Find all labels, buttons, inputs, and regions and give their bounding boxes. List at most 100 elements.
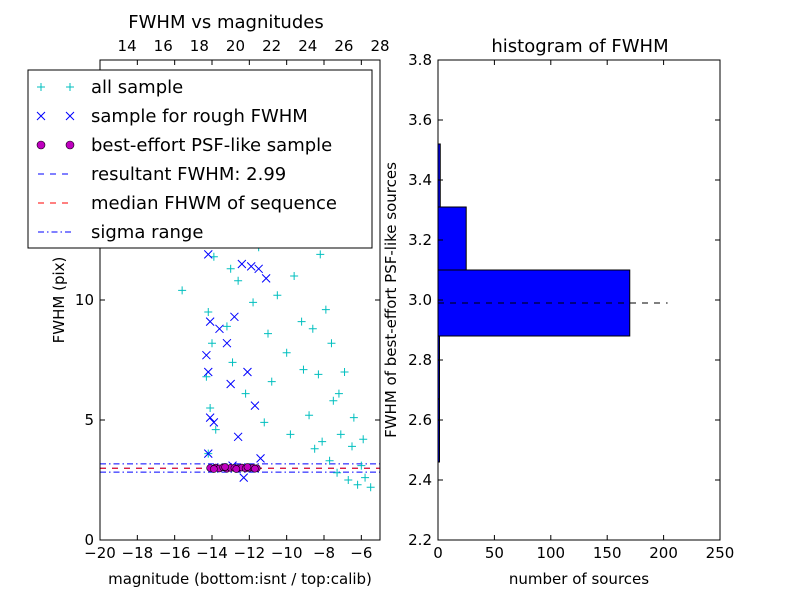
histogram-x-tick-label: 100	[536, 544, 565, 562]
series-1-point-11	[233, 432, 243, 442]
series-1-point-7	[203, 449, 213, 458]
scatter-top-x-ticks: 14 16 18 20 22 24 26 28	[118, 37, 390, 55]
scatter-reference-lines	[100, 463, 380, 473]
histogram-y-tick-label: 2.2	[408, 531, 432, 549]
series-0-point-36	[333, 468, 342, 477]
series-1-point-4	[203, 367, 213, 377]
legend-entry: median FHWM of sequence	[38, 193, 337, 214]
legend-entries: all sample sample for rough FWHM best-effo…	[36, 77, 337, 243]
series-0-point-53	[316, 250, 325, 259]
scatter-y-tick-label: 10	[75, 291, 94, 309]
series-0-point-35	[329, 396, 338, 405]
series-1-point-6	[209, 418, 219, 427]
series-0-point-18	[264, 329, 272, 338]
series-1-point-1	[203, 250, 213, 259]
series-0-point-17	[260, 418, 269, 427]
legend-label: sample for rough FWHM	[91, 106, 308, 127]
legend-entry: resultant FWHM: 2.99	[38, 164, 286, 185]
scatter-title: FWHM vs magnitudes	[128, 12, 323, 33]
series-0-point-4	[204, 308, 213, 316]
histogram-y-ticks: 2.2 2.4 2.6 2.8 3.0 3.2 3.4 3.6 3.8	[408, 51, 720, 549]
series-0-point-43	[361, 473, 370, 482]
series-0-point-0	[178, 286, 187, 295]
series-0-point-31	[314, 370, 323, 379]
series-0-point-41	[353, 480, 362, 489]
series-0-point-26	[297, 317, 306, 326]
scatter-top-x-tick-label: 16	[154, 37, 173, 55]
legend-label: best-effort PSF-like sample	[91, 135, 332, 156]
series-1-point-15	[261, 274, 271, 283]
series-1-point-2	[205, 317, 215, 326]
histogram-y-tick-label: 2.4	[408, 471, 432, 489]
series-0-point-38	[340, 368, 349, 376]
scatter-top-x-tick-label: 20	[226, 37, 245, 55]
series-1-point-13	[246, 262, 256, 271]
series-1-point-21	[230, 312, 239, 322]
series-1-point-8	[215, 324, 224, 334]
histogram-y-tick-label: 3.0	[408, 291, 432, 309]
series-0-point-58	[308, 324, 317, 333]
series-0-point-42	[357, 461, 366, 470]
scatter-top-x-tick-label: 26	[334, 37, 353, 55]
scatter-x-label: magnitude (bottom:isnt / top:calib)	[108, 570, 372, 588]
histogram-bar-3	[437, 206, 467, 271]
series-1-point-19	[250, 401, 260, 410]
legend-plus-marker	[66, 83, 74, 91]
legend-entry: best-effort PSF-like sample	[36, 135, 332, 156]
scatter-top-x-tick-label: 18	[190, 37, 209, 55]
legend-entry: sigma range	[38, 222, 203, 243]
scatter-x-tick-label: −16	[159, 544, 191, 562]
series-0-point-5	[208, 339, 216, 348]
scatter-panel: FWHM vs magnitudes −20 −18 −16 −14 −12 −10 −8−…	[27, 12, 390, 588]
series-1-point-14	[254, 264, 264, 274]
series-0-point-11	[222, 322, 231, 331]
legend-x-marker	[65, 111, 75, 121]
series-1-point-10	[226, 379, 236, 389]
series-2-point-13	[210, 465, 218, 473]
scatter-y-tick-label: 0	[84, 531, 94, 549]
series-0-point-22	[282, 348, 291, 357]
series-1-point-20	[256, 454, 265, 463]
series-0-point-30	[310, 444, 319, 453]
series-0-point-32	[318, 437, 327, 446]
scatter-x-tick-label: −6	[350, 544, 372, 562]
series-0-point-14	[241, 389, 250, 398]
scatter-y-label: FWHM (pix)	[50, 257, 68, 344]
scatter-top-x-tick-label: 24	[298, 37, 317, 55]
series-0-point-23	[286, 430, 295, 439]
legend-entry: all sample	[37, 77, 183, 98]
series-0-point-7	[206, 404, 215, 412]
series-0-point-15	[249, 298, 258, 307]
histogram-y-label: FWHM of best-effort PSF-like sources	[382, 162, 400, 438]
histogram-x-tick-label: 250	[706, 544, 735, 562]
series-0-point-37	[336, 430, 345, 439]
series-1-point-12	[243, 367, 252, 377]
series-0-point-57	[359, 435, 368, 444]
histogram-y-tick-label: 2.6	[408, 411, 432, 429]
scatter-plot-area	[100, 70, 380, 492]
legend-label: sigma range	[91, 222, 203, 243]
series-0-point-28	[305, 411, 314, 420]
histogram-x-tick-label: 200	[649, 544, 678, 562]
scatter-x-tick-label: −14	[196, 544, 228, 562]
scatter-y-tick-label: 5	[84, 411, 94, 429]
scatter-x-tick-label: −18	[122, 544, 154, 562]
histogram-y-tick-label: 2.8	[408, 351, 432, 369]
legend-circle-marker	[65, 140, 75, 150]
series-0-point-40	[348, 442, 356, 451]
series-0-point-39	[344, 476, 353, 484]
series-0-point-59	[299, 365, 308, 374]
series-0-point-13	[234, 276, 243, 285]
legend-plus-marker	[37, 83, 45, 91]
histogram-panel: histogram of FWHM 0 50 100 150 200 250 2.2 2.4…	[382, 36, 734, 588]
histogram-x-tick-label: 0	[433, 544, 443, 562]
histogram-y-tick-label: 3.2	[408, 231, 432, 249]
series-0-point-12	[228, 358, 237, 367]
legend-x-marker	[36, 111, 46, 121]
histogram-y-tick-label: 3.4	[408, 171, 432, 189]
series-1-point-18	[239, 473, 249, 482]
histogram-x-tick-label: 50	[485, 544, 504, 562]
series-0-point-24	[290, 272, 299, 280]
histogram-bars	[437, 143, 631, 463]
